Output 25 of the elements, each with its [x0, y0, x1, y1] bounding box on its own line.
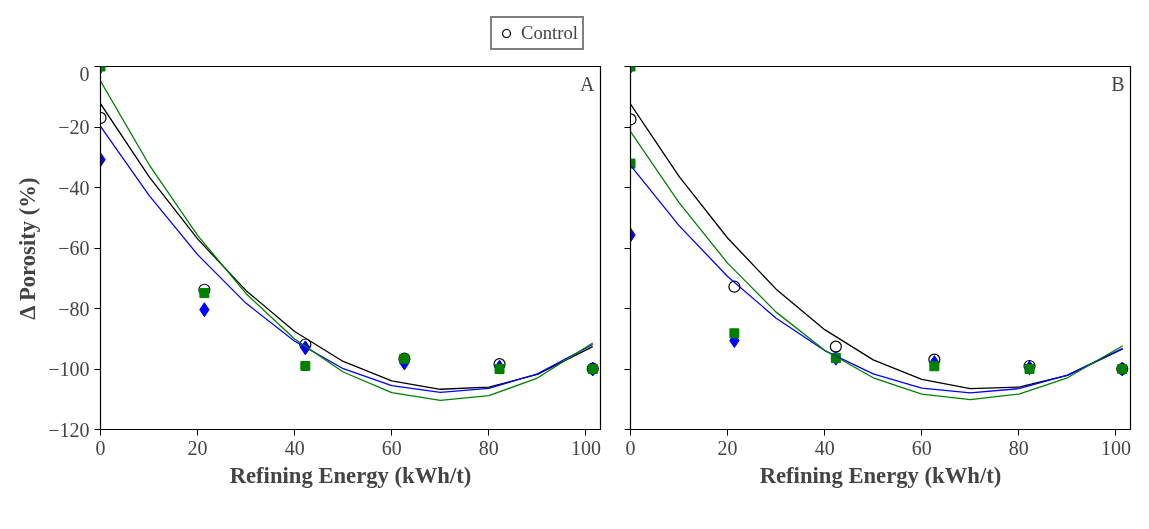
y-tick-label: −40 [58, 176, 90, 199]
x-tick-label: 20 [187, 436, 208, 459]
x-tick-label: 0 [625, 436, 636, 459]
x-tick-label: 80 [478, 436, 499, 459]
y-axis-title: Δ Porosity (%) [15, 177, 41, 320]
x-tick-label: 60 [911, 436, 932, 459]
x-axis-title: Refining Energy (kWh/t) [229, 462, 472, 488]
annotation: A [580, 72, 596, 95]
y-tick-label: −100 [48, 358, 90, 380]
x-tick-label: 80 [1008, 436, 1029, 459]
x-tick-label: 40 [814, 436, 835, 459]
legend-label: Control [520, 22, 578, 44]
y-tick-label: 0 [79, 62, 90, 85]
x-tick-label: 100 [1100, 436, 1131, 459]
x-tick-label: 20 [717, 436, 738, 459]
x-tick-label: 40 [284, 436, 305, 459]
y-tick-label: −120 [48, 418, 90, 441]
annotation: B [1111, 72, 1125, 95]
y-tick-label: −60 [58, 237, 90, 259]
x-tick-label: 100 [570, 436, 601, 459]
x-tick-label: 0 [95, 436, 106, 459]
y-tick-label: −80 [58, 297, 90, 320]
x-axis-title: Refining Energy (kWh/t) [759, 462, 1002, 488]
x-tick-label: 60 [381, 436, 402, 459]
y-tick-label: −20 [58, 116, 90, 138]
